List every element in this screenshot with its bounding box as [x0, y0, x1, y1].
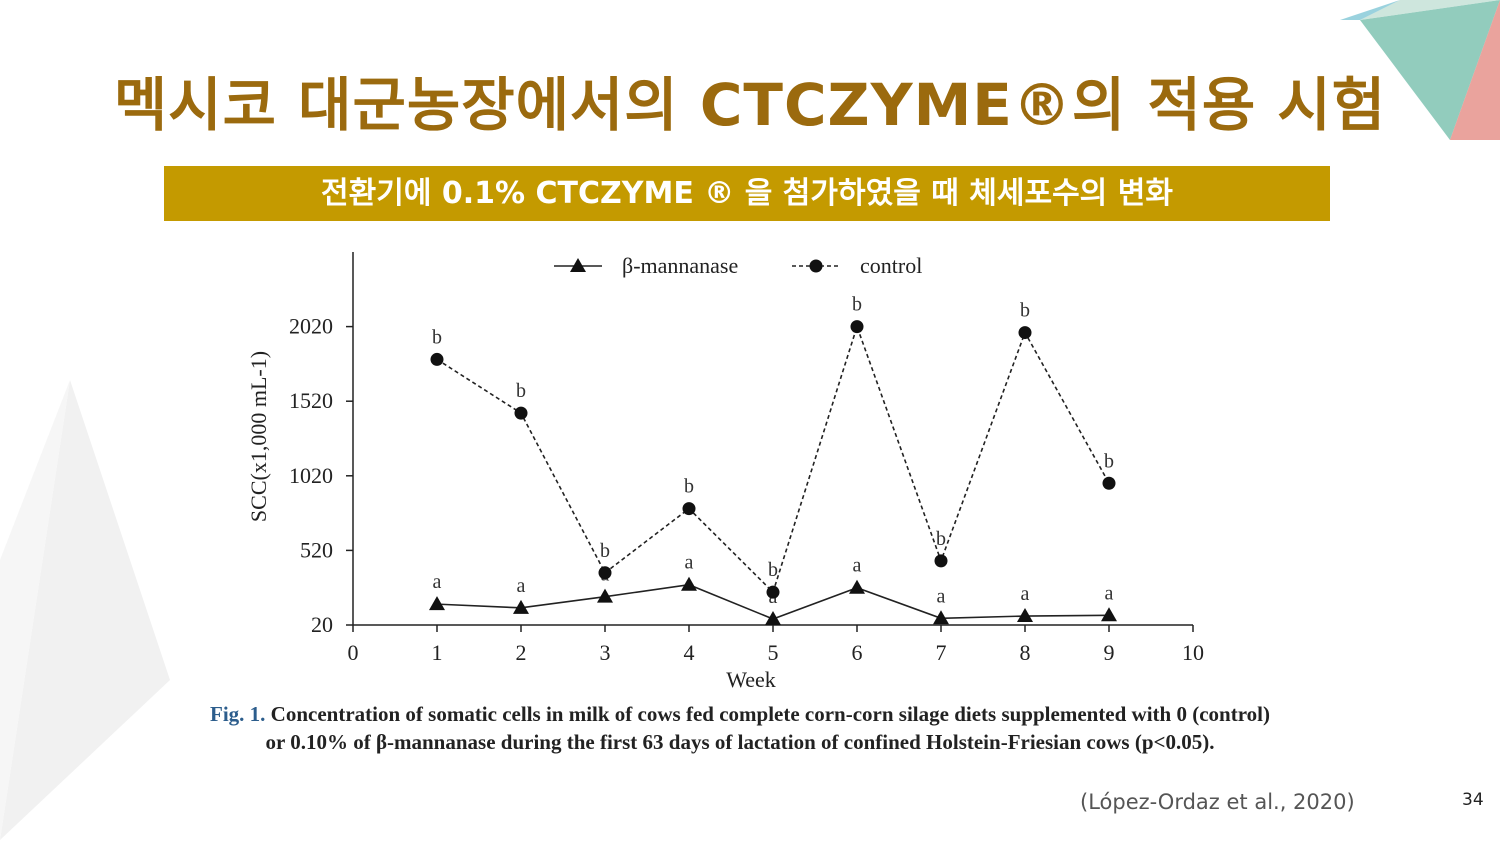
data-point — [849, 579, 865, 594]
page-number: 34 — [1462, 790, 1484, 810]
data-label: b — [852, 294, 862, 316]
legend-label: control — [860, 253, 922, 278]
data-point — [1101, 607, 1117, 622]
x-tick-label: 10 — [1182, 640, 1204, 665]
y-tick-label: 1520 — [289, 388, 333, 413]
chart-panel: 0 1 2 3 4 5 6 7 8 9 10 20 520 1020 1520 2020 Week SCC(x1,… — [172, 240, 1232, 788]
chart-marks: aaaaaaaaabbbbbbbbb — [429, 294, 1117, 626]
x-tick-label: 4 — [684, 640, 695, 665]
data-point — [1102, 476, 1116, 490]
y-tick-label: 1020 — [289, 463, 333, 488]
data-label: b — [768, 559, 778, 581]
data-point — [514, 406, 528, 420]
y-axis-label: SCC(x1,000 mL-1) — [246, 351, 271, 522]
x-tick-label: 8 — [1020, 640, 1031, 665]
data-label: b — [432, 326, 442, 348]
data-label: b — [1020, 300, 1030, 322]
data-label: a — [517, 575, 526, 597]
data-point — [766, 585, 780, 599]
legend-marker — [570, 258, 586, 272]
figure-caption: Fig. 1. Concentration of somatic cells i… — [210, 700, 1270, 756]
data-label: b — [1104, 450, 1114, 472]
x-tick-label: 2 — [516, 640, 527, 665]
y-tick-label: 2020 — [289, 314, 333, 339]
data-point — [429, 596, 445, 611]
x-tick-label: 1 — [432, 640, 443, 665]
data-label: a — [853, 555, 862, 577]
data-point — [1017, 608, 1033, 623]
data-label: a — [685, 552, 694, 574]
data-point — [430, 352, 444, 366]
citation: (López-Ordaz et al., 2020) — [1080, 790, 1355, 814]
slide-title: 멕시코 대군농장에서의 CTCZYME®의 적용 시험 — [113, 71, 1387, 139]
data-label: a — [1021, 583, 1030, 605]
background-decoration — [0, 380, 170, 840]
legend-label: β-mannanase — [622, 253, 738, 278]
data-point — [933, 610, 949, 625]
legend-marker — [809, 259, 823, 273]
data-label: b — [684, 476, 694, 498]
data-label: b — [516, 380, 526, 402]
data-label: a — [1105, 582, 1114, 604]
corner-decoration — [1340, 0, 1500, 140]
subtitle-bar: 전환기에 0.1% CTCZYME ® 을 첨가하였을 때 체세포수의 변화 — [164, 166, 1330, 221]
series-line-2 — [436, 324, 1110, 594]
data-label: b — [600, 540, 610, 562]
data-label: b — [936, 528, 946, 550]
x-tick-label: 6 — [852, 640, 863, 665]
caption-label: Fig. 1. — [210, 702, 266, 726]
data-point — [681, 576, 697, 591]
x-tick-label: 5 — [768, 640, 779, 665]
data-label: a — [433, 571, 442, 593]
x-tick-label: 0 — [348, 640, 359, 665]
data-point — [513, 599, 529, 614]
x-axis-label: Week — [726, 667, 776, 692]
data-point — [934, 554, 948, 568]
x-tick-label: 9 — [1104, 640, 1115, 665]
data-point — [682, 502, 696, 516]
chart: 0 1 2 3 4 5 6 7 8 9 1020520102015202020WeekSCC(x1,… — [246, 252, 1204, 692]
y-tick-label: 20 — [311, 612, 333, 637]
chart-axes: 0 1 2 3 4 5 6 7 8 9 1020520102015202020WeekSCC(x1,… — [246, 252, 1204, 692]
data-point — [597, 588, 613, 603]
caption-text: Concentration of somatic cells in milk o… — [265, 702, 1270, 754]
chart-legend: β-mannanase control — [554, 253, 922, 278]
data-point — [1018, 326, 1032, 340]
data-point — [598, 566, 612, 580]
data-point — [765, 611, 781, 626]
data-label: a — [937, 585, 946, 607]
y-tick-label: 520 — [300, 537, 333, 562]
x-tick-label: 3 — [600, 640, 611, 665]
x-tick-label: 7 — [936, 640, 947, 665]
data-point — [850, 320, 864, 334]
